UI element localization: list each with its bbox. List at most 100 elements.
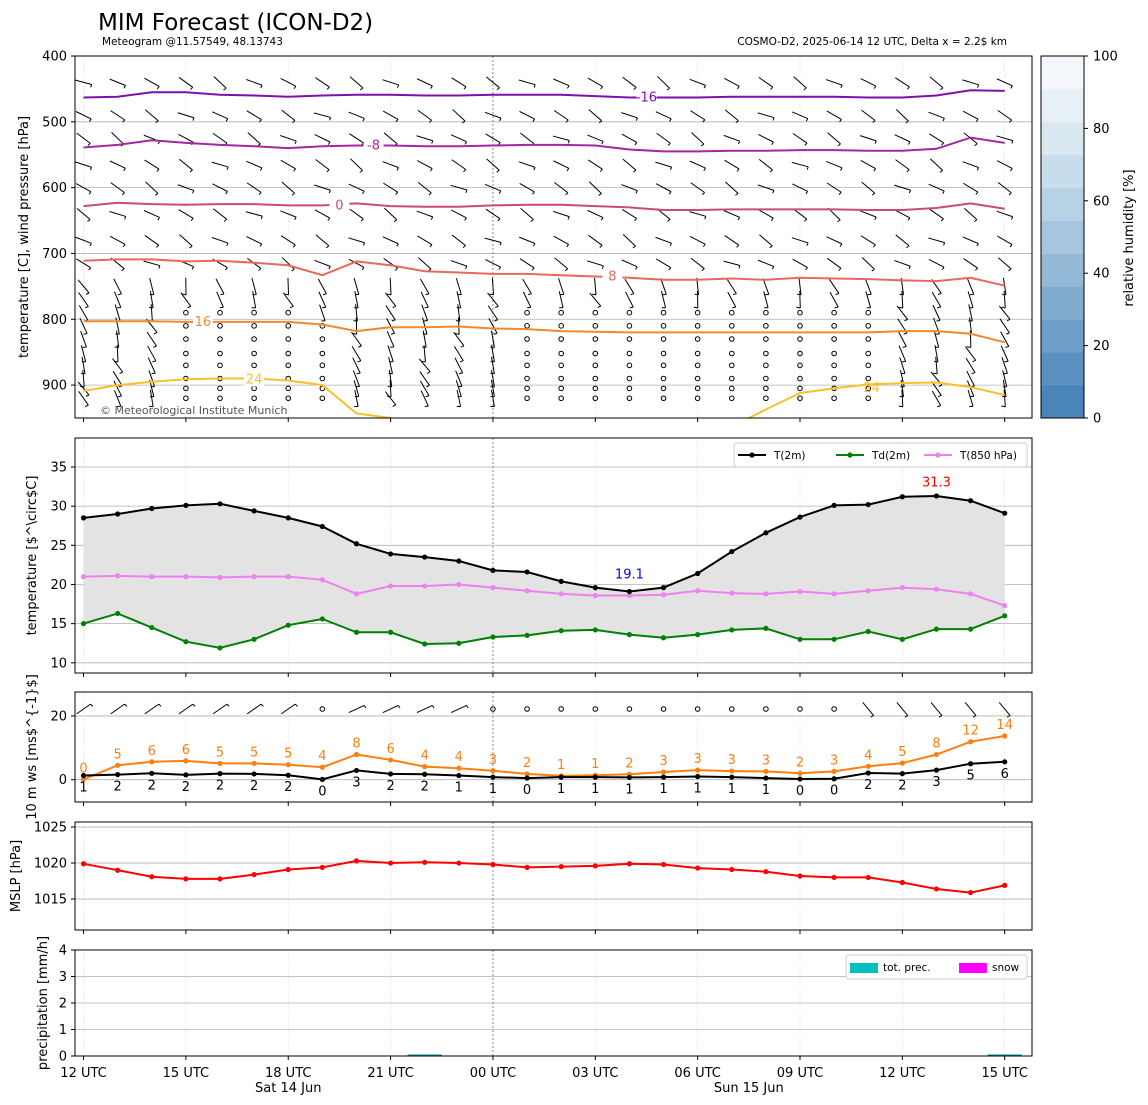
wind-barb-flag	[390, 332, 395, 335]
wind-barb	[520, 132, 535, 144]
calm-wind-marker	[763, 336, 769, 342]
calm-wind-marker	[626, 375, 633, 382]
wind-barb	[422, 317, 428, 335]
calm-wind-marker	[763, 395, 769, 402]
wind-series-point	[967, 761, 974, 767]
wind-series-point	[1002, 759, 1008, 765]
wind-barb	[552, 135, 570, 141]
calm-wind-marker	[319, 336, 326, 342]
wind-barb-flag	[123, 85, 126, 89]
wind-barb-flag	[154, 193, 159, 196]
wind-barb	[763, 291, 769, 308]
date-label: Sun 15 Jun	[714, 1081, 784, 1096]
y-axis-label: temperature [$^\circ$C]	[25, 476, 40, 636]
mslp-point	[1002, 882, 1008, 888]
wind-barb	[554, 257, 569, 270]
wind-barb	[690, 182, 705, 193]
series-point	[319, 616, 325, 622]
wind-series-point	[729, 768, 735, 774]
wind-barb	[757, 184, 775, 191]
wind-barb-flag	[599, 168, 603, 172]
colorbar-band	[1041, 121, 1084, 156]
wind-barb	[109, 211, 126, 217]
gust-value-label: 6	[148, 744, 156, 759]
calm-wind-marker	[183, 309, 189, 316]
mslp-point	[865, 874, 871, 881]
wind-barb	[962, 161, 979, 168]
wind-barb	[962, 236, 979, 245]
wind-barb	[518, 236, 536, 244]
wind-barb-flag	[396, 167, 399, 171]
wind-barb-flag	[359, 87, 364, 91]
wind-barb	[348, 258, 365, 268]
wind-barb-flag	[363, 705, 367, 709]
wind-barb	[689, 211, 706, 217]
wind-barb	[78, 305, 89, 321]
wind-barb-flag	[567, 216, 570, 220]
wind-barb	[417, 181, 432, 194]
calm-wind-marker	[728, 362, 735, 369]
colorbar-band	[1041, 220, 1084, 254]
wind-barb-flag	[972, 359, 976, 363]
wind-barb-flag	[220, 293, 225, 296]
y-tick-label: 25	[50, 539, 67, 554]
wind-barb-flag	[190, 218, 194, 222]
series-point	[660, 585, 667, 591]
wind-barb	[245, 78, 263, 86]
wind-barb	[1003, 291, 1006, 309]
wind-barb	[968, 304, 973, 322]
wind-barb	[860, 78, 877, 87]
wind-barb	[487, 292, 499, 307]
calm-wind-marker	[592, 323, 599, 329]
time-axis: 12 UTC 15 UTC 18 UTC 21 UTC 00 UTC 03 UTC 06 U…	[60, 1066, 1028, 1096]
wind-barb	[116, 344, 119, 363]
wind-barb	[1003, 389, 1006, 407]
wind-barb-flag	[938, 715, 943, 718]
y-tick-label: 0	[59, 773, 67, 788]
wind-barb-flag	[327, 141, 331, 145]
mean-wind-value-label: 0	[318, 784, 326, 799]
wind-barb-flag	[838, 267, 842, 271]
wind-series-point	[660, 769, 667, 775]
x-tick-label: 03 UTC	[572, 1066, 618, 1081]
calm-wind-marker	[558, 309, 564, 316]
wind-barb-flag	[600, 217, 604, 221]
legend-label: Td(2m)	[871, 450, 910, 462]
wind-barb	[965, 346, 977, 361]
wind-barb-flag	[89, 118, 92, 122]
wind-barb	[383, 182, 399, 193]
mslp-point	[729, 866, 735, 873]
wind-barb-flag	[192, 703, 196, 707]
wind-barb	[826, 236, 843, 245]
wind-barb-flag	[735, 192, 739, 196]
wind-barb	[966, 370, 975, 387]
wind-barb	[113, 278, 122, 295]
wind-barb	[657, 76, 670, 89]
series-point	[831, 502, 837, 508]
wind-barb-flag	[840, 167, 843, 171]
wind-barb	[1001, 357, 1008, 374]
wind-barb-flag	[88, 267, 92, 271]
wind-barb-flag	[189, 245, 193, 249]
series-point	[80, 515, 87, 521]
series-point	[149, 505, 155, 512]
wind-barb	[589, 292, 602, 307]
wind-barb-flag	[971, 372, 976, 375]
calm-wind-marker	[831, 395, 837, 402]
wind-barb	[317, 278, 327, 295]
wind-barb-flag	[153, 345, 157, 348]
legend-label: T(2m)	[773, 450, 806, 462]
wind-barb	[112, 371, 123, 386]
colorbar-tick-label: 0	[1093, 412, 1101, 427]
series-point	[387, 629, 394, 635]
wind-barb	[213, 76, 227, 89]
calm-wind-marker	[592, 706, 599, 712]
calm-wind-marker	[251, 350, 257, 357]
wind-barb	[211, 161, 229, 168]
wind-series-point	[797, 770, 803, 776]
wind-barb	[418, 358, 431, 373]
wind-series-point	[115, 762, 121, 768]
wind-barb	[723, 260, 741, 267]
wind-barb-flag	[258, 119, 262, 123]
y-tick-label: 1015	[34, 893, 67, 908]
